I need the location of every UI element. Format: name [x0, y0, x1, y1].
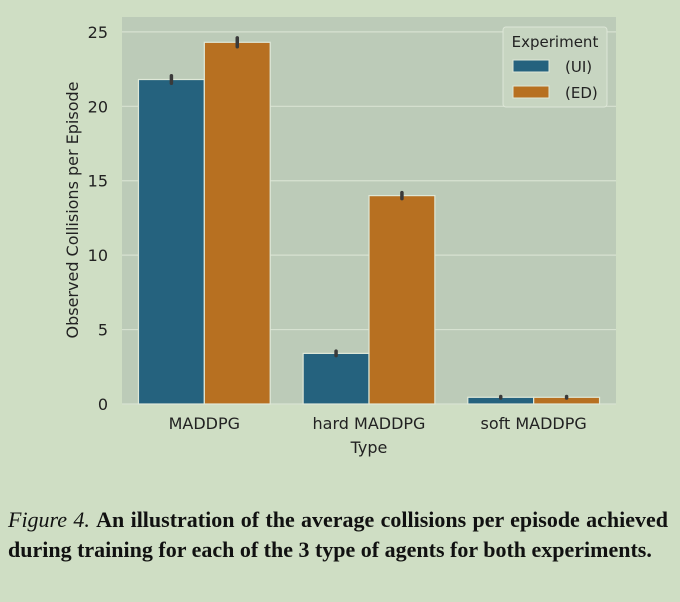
caption-label: Figure 4. — [8, 507, 90, 532]
bar — [368, 195, 436, 405]
legend: Experiment (UI) (ED) — [502, 26, 608, 108]
bar — [137, 78, 205, 405]
y-axis-ticks: 0 5 10 15 20 25 — [88, 23, 108, 414]
figure-caption: Figure 4. An illustration of the average… — [8, 505, 668, 565]
y-axis-label: Observed Collisions per Episode — [63, 82, 82, 339]
bars — [137, 41, 601, 405]
y-tick-label: 10 — [88, 246, 108, 265]
legend-label: (UI) — [565, 58, 592, 76]
legend-label: (ED) — [565, 84, 598, 102]
caption-text: An illustration of the average collision… — [8, 507, 668, 562]
y-tick-label: 0 — [98, 395, 108, 414]
x-axis-label: Type — [350, 438, 388, 457]
y-tick-label: 20 — [88, 97, 108, 116]
legend-title: Experiment — [512, 33, 599, 51]
bar — [302, 352, 370, 405]
error-bars — [169, 36, 569, 400]
x-tick-label: hard MADDPG — [313, 414, 426, 433]
x-tick-label: MADDPG — [169, 414, 240, 433]
y-tick-label: 25 — [88, 23, 108, 42]
legend-swatch — [512, 59, 550, 73]
bar — [203, 41, 271, 405]
y-tick-label: 5 — [98, 321, 108, 340]
x-axis-ticks: MADDPG hard MADDPG soft MADDPG — [169, 414, 587, 433]
y-tick-label: 15 — [88, 172, 108, 191]
x-tick-label: soft MADDPG — [481, 414, 587, 433]
legend-swatch — [512, 85, 550, 99]
